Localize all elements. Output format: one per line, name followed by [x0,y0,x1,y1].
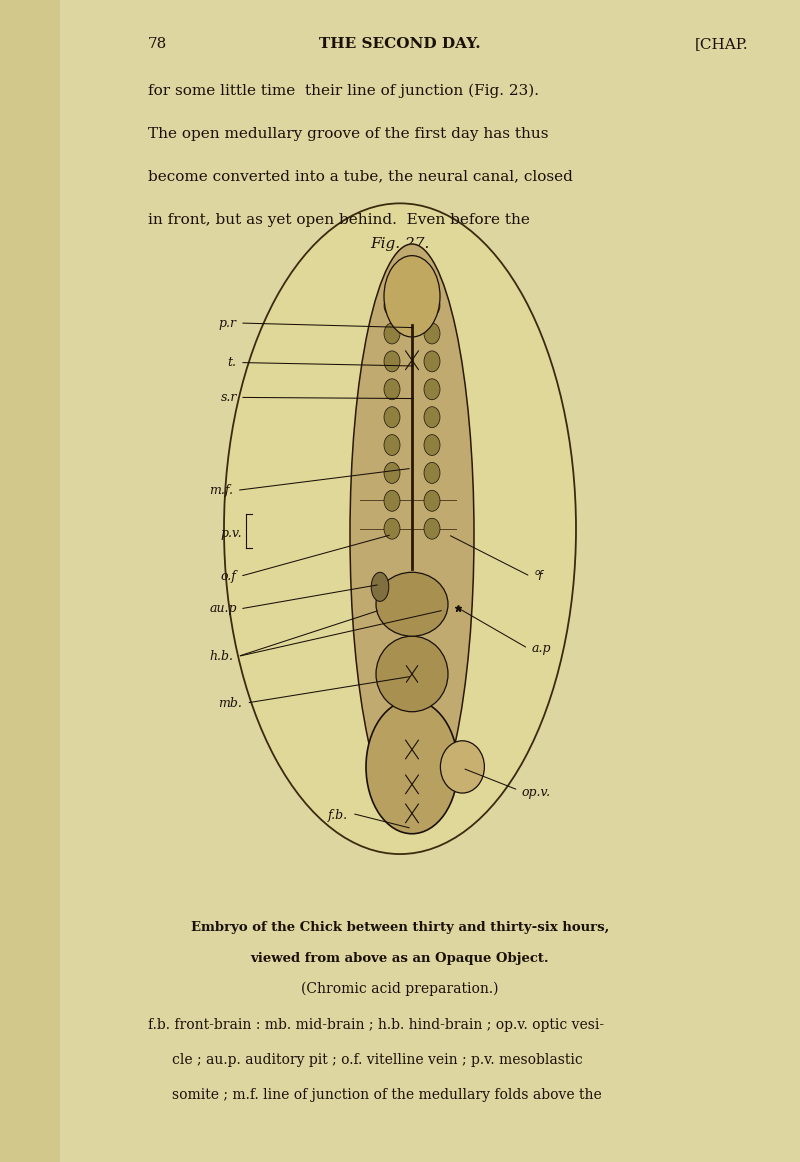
Ellipse shape [384,295,400,316]
Text: $^{o}\!f$: $^{o}\!f$ [534,569,546,583]
Text: THE SECOND DAY.: THE SECOND DAY. [319,37,481,51]
Text: The open medullary groove of the first day has thus: The open medullary groove of the first d… [148,127,549,141]
Text: Fig. 27.: Fig. 27. [370,237,430,251]
Text: p.v.: p.v. [220,526,242,540]
Ellipse shape [424,351,440,372]
Ellipse shape [350,244,474,825]
Text: au.p: au.p [210,602,237,616]
Ellipse shape [384,462,400,483]
Ellipse shape [371,573,389,602]
Ellipse shape [384,407,400,428]
Ellipse shape [424,462,440,483]
Ellipse shape [440,741,485,794]
Text: somite ; m.f. line of junction of the medullary folds above the: somite ; m.f. line of junction of the me… [172,1088,602,1102]
Ellipse shape [376,572,448,637]
Text: for some little time  their line of junction (Fig. 23).: for some little time their line of junct… [148,84,539,98]
Ellipse shape [384,490,400,511]
Text: m.f.: m.f. [209,483,233,497]
Ellipse shape [424,490,440,511]
Ellipse shape [384,351,400,372]
Ellipse shape [224,203,576,854]
Text: h.b.: h.b. [210,650,234,664]
Ellipse shape [424,407,440,428]
Text: in front, but as yet open behind.  Even before the: in front, but as yet open behind. Even b… [148,213,530,227]
Text: a.p: a.p [532,641,551,655]
Ellipse shape [424,518,440,539]
Text: viewed from above as an Opaque Object.: viewed from above as an Opaque Object. [250,952,550,964]
Text: (Chromic acid preparation.): (Chromic acid preparation.) [302,982,498,996]
Text: f.b.: f.b. [328,809,348,823]
Ellipse shape [424,295,440,316]
Ellipse shape [424,435,440,456]
Ellipse shape [366,700,458,834]
Ellipse shape [424,379,440,400]
Bar [0,0,60,1162]
Text: [CHAP.: [CHAP. [694,37,748,51]
Ellipse shape [384,323,400,344]
Ellipse shape [384,379,400,400]
Ellipse shape [384,518,400,539]
Text: mb.: mb. [218,696,242,710]
Ellipse shape [384,435,400,456]
Text: s.r: s.r [221,390,237,404]
Text: t.: t. [228,356,237,370]
Text: p.r: p.r [218,316,237,330]
Text: o.f: o.f [221,569,237,583]
Text: cle ; au.p. auditory pit ; o.f. vitelline vein ; p.v. mesoblastic: cle ; au.p. auditory pit ; o.f. vitellin… [172,1053,582,1067]
Ellipse shape [384,256,440,337]
Text: f.b. front-brain : mb. mid-brain ; h.b. hind-brain ; op.v. optic vesi-: f.b. front-brain : mb. mid-brain ; h.b. … [148,1018,604,1032]
Text: 78: 78 [148,37,167,51]
Ellipse shape [424,323,440,344]
Text: op.v.: op.v. [522,786,550,799]
Text: become converted into a tube, the neural canal, closed: become converted into a tube, the neural… [148,170,573,184]
Ellipse shape [376,637,448,711]
Text: Embryo of the Chick between thirty and thirty-six hours,: Embryo of the Chick between thirty and t… [191,921,609,934]
